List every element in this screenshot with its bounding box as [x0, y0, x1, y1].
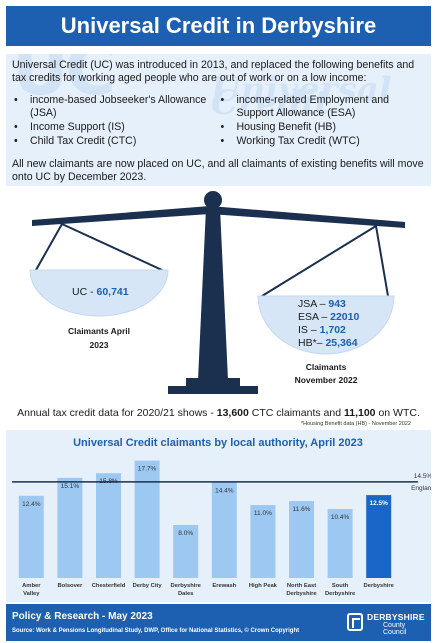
esa-claimants-line: ESA – 22010: [298, 311, 359, 323]
right-caption: November 2022: [295, 375, 358, 385]
bar-amber-valley: [18, 495, 44, 578]
bar-high-peak: [250, 505, 276, 578]
category-tick-label: Derbyshire: [171, 583, 202, 589]
scale-left-string: [61, 223, 163, 271]
right-caption: Claimants: [306, 362, 347, 372]
scale-right-pan: [257, 295, 395, 355]
benefit-item: Child Tax Credit (CTC): [12, 135, 219, 148]
category-tick-label: Derbyshire: [364, 583, 395, 589]
bar-chesterfield: [96, 473, 121, 578]
chart-title: Universal Credit claimants by local auth…: [73, 437, 363, 449]
bar-south-derbyshire: [327, 509, 353, 578]
jsa-claimants-line: JSA – 943: [298, 298, 346, 310]
hb-claimants-line: HB*– 25,364: [298, 337, 358, 349]
bar-bolsover: [57, 477, 83, 578]
left-caption: Claimants April: [68, 326, 130, 336]
scale-base-foot: [168, 386, 258, 394]
category-tick-label: High Peak: [249, 583, 278, 589]
category-tick-label: North East: [287, 583, 316, 589]
uc-claimants-line: UC - 60,741: [72, 286, 129, 298]
bar-value-label: 12.4%: [22, 501, 41, 508]
bar-value-label: 15.1%: [61, 483, 80, 490]
footer: Policy & Research - May 2023 Source: Wor…: [6, 604, 431, 641]
ctc-value: 13,600: [216, 407, 249, 419]
bar-value-label: 10.4%: [331, 514, 350, 521]
bar-value-label: 17.7%: [138, 466, 157, 473]
category-tick-label: Amber: [22, 583, 41, 589]
scale-right-string: [375, 225, 389, 297]
is-claimants-line: IS – 1,702: [298, 324, 346, 336]
footer-source: Source: Work & Pensions Longitudinal Stu…: [12, 628, 300, 634]
scale-right-string: [261, 225, 377, 297]
page-title: Universal Credit in Derbyshire: [6, 6, 431, 46]
scale-base: [186, 378, 240, 386]
benefit-item: Income Support (IS): [12, 121, 219, 134]
bar-value-label: 11.6%: [293, 506, 311, 513]
intro-panel: UC Universal Credit Universal Credit (UC…: [6, 54, 431, 186]
category-tick-label: Valley: [23, 591, 40, 597]
footer-credit: Policy & Research - May 2023: [12, 611, 153, 622]
scale-left-pan: [29, 269, 169, 317]
category-tick-label: Bolsover: [57, 583, 83, 589]
reference-value-label: 14.5%: [414, 473, 431, 480]
scale-pivot-icon: [204, 191, 222, 209]
bar-value-label: 12.5%: [369, 500, 388, 507]
category-tick-label: Derby City: [133, 583, 163, 589]
scale-left-string: [35, 223, 63, 271]
reference-name-label: England: [411, 485, 431, 492]
intro-paragraph: Universal Credit (UC) was introduced in …: [12, 59, 415, 84]
category-tick-label: Chesterfield: [92, 583, 126, 589]
benefit-item: income-related Employment and Support Al…: [219, 94, 426, 120]
bar-derbyshire: [366, 495, 392, 578]
category-tick-label: South: [332, 583, 349, 589]
category-tick-label: Erewash: [212, 583, 236, 589]
wtc-value: 11,100: [343, 407, 376, 419]
bar-value-label: 8.0%: [178, 530, 193, 537]
bar-chart: Universal Credit claimants by local auth…: [12, 437, 435, 597]
logo-text: DERBYSHIRE: [367, 612, 425, 622]
bar-north-east-derbyshire: [289, 501, 314, 578]
intro-tail: All new claimants are now placed on UC, …: [12, 158, 424, 183]
scale-pillar: [198, 208, 228, 380]
benefit-item: Working Tax Credit (WTC): [219, 135, 426, 148]
council-logo-icon: [347, 613, 363, 631]
tax-credit-summary: Annual tax credit data for 2020/21 shows…: [17, 407, 420, 419]
balance-scale-graphic: UC - 60,741 Claimants April 2023 JSA – 9…: [29, 191, 405, 394]
bar-value-label: 14.4%: [215, 488, 234, 495]
category-tick-label: Derbyshire: [325, 591, 356, 597]
benefit-item: income-based Jobseeker's Allowance (JSA): [12, 94, 219, 120]
benefit-list: income-based Jobseeker's Allowance (JSA)…: [12, 94, 425, 149]
benefit-list-left: income-based Jobseeker's Allowance (JSA)…: [12, 94, 219, 149]
bar-derby-city: [134, 460, 160, 578]
chart-panel: Universal Credit claimants by local auth…: [6, 430, 435, 602]
left-caption: 2023: [90, 340, 109, 350]
category-tick-label: Dales: [178, 591, 193, 597]
bar-erewash: [211, 482, 237, 578]
category-tick-label: Derbyshire: [286, 591, 317, 597]
benefit-list-right: income-related Employment and Support Al…: [219, 94, 426, 149]
benefit-item: Housing Benefit (HB): [219, 121, 426, 134]
bar-derbyshire-dales: [173, 524, 199, 578]
housing-benefit-note: *Housing Benefit data (HB) - November 20…: [300, 421, 411, 427]
bar-value-label: 11.0%: [254, 510, 272, 517]
logo-subtext: County Council: [383, 622, 407, 636]
council-logo: DERBYSHIRE County Council: [347, 611, 425, 636]
